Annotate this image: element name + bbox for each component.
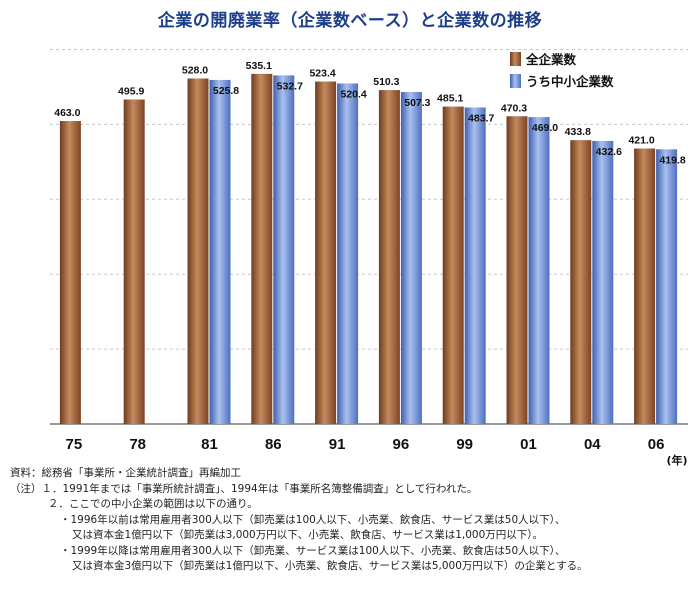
- note-6: 又は資本金3億円以下（卸売業は1億円以下、小売業、飲食店、サービス業は5,000…: [72, 560, 588, 572]
- bar-all: [315, 81, 337, 424]
- x-tick-label: 86: [265, 436, 282, 453]
- data-label: 421.0: [628, 135, 654, 147]
- data-label: 469.0: [532, 122, 558, 134]
- data-label: 483.7: [468, 112, 494, 124]
- data-labels: 463.0 495.9 528.0 525.8 535.1 532.7 523.4 520.4…: [54, 60, 686, 166]
- data-label: 520.4: [340, 88, 366, 100]
- x-tick-label: 91: [329, 436, 346, 453]
- bar-all: [59, 121, 81, 424]
- legend-label: 全企業数: [525, 52, 577, 67]
- bar-sme: [656, 149, 678, 424]
- legend-swatch: [510, 52, 521, 66]
- note-2: ２．ここでの中小企業の範囲は以下の通り。: [48, 498, 258, 510]
- bar-all: [123, 99, 145, 424]
- bar-sme: [273, 75, 295, 425]
- legend-swatch: [510, 74, 521, 88]
- x-axis-unit: (年): [666, 453, 687, 466]
- source-note: 資料：総務省「事業所・企業統計調査」再編加工: [10, 467, 241, 479]
- bar-all: [442, 106, 464, 424]
- note-4: 又は資本金1億円以下（卸売業は3,000万円以下、小売業、飲食店、サービス業は1…: [72, 529, 544, 541]
- data-label: 495.9: [118, 86, 144, 98]
- data-label: 525.8: [213, 85, 239, 97]
- bars: [59, 73, 678, 425]
- data-label: 535.1: [246, 60, 272, 72]
- bar-all: [570, 140, 592, 425]
- x-tick-label: 01: [520, 436, 537, 453]
- data-label: 523.4: [309, 68, 335, 80]
- x-tick-label: 04: [584, 436, 601, 453]
- bar-all: [251, 73, 273, 424]
- x-tick-label: 81: [201, 436, 218, 453]
- data-label: 485.1: [437, 93, 463, 105]
- data-label: 528.0: [182, 65, 208, 77]
- data-label: 433.8: [565, 126, 591, 138]
- x-tick-label: 99: [456, 436, 473, 453]
- data-label: 432.6: [596, 146, 622, 158]
- bar-sme: [528, 117, 550, 424]
- bar-all: [378, 90, 400, 424]
- data-label: 463.0: [54, 107, 80, 119]
- note-3: ・1996年以前は常用雇用者300人以下（卸売業は100人以下、小売業、飲食店、…: [60, 513, 566, 526]
- bar-sme: [337, 83, 359, 425]
- x-tick-label: 75: [66, 436, 83, 453]
- note-1: （注）１．1991年までは「事業所統計調査」、1994年は「事業所名簿整備調査」…: [10, 482, 478, 495]
- x-tick-labels: 75 78 81 86 91 96 99 01 04 06(年): [66, 436, 688, 466]
- bar-all: [634, 148, 656, 424]
- data-label: 532.7: [277, 80, 303, 92]
- x-tick-label: 06: [648, 436, 665, 453]
- data-label: 470.3: [501, 102, 527, 114]
- data-label: 510.3: [373, 76, 399, 88]
- x-tick-label: 96: [393, 436, 410, 453]
- data-label: 507.3: [404, 97, 430, 109]
- note-5: ・1999年以降は常用雇用者300人以下（卸売業、サービス業は100人以下、小売…: [60, 544, 566, 557]
- notes: 資料：総務省「事業所・企業統計調査」再編加工 （注）１．1991年までは「事業所…: [10, 466, 695, 575]
- legend-label: うち中小企業数: [526, 74, 614, 89]
- bar-sme: [209, 79, 231, 424]
- x-tick-label: 78: [129, 436, 146, 453]
- bar-all: [506, 116, 528, 424]
- bar-all: [187, 78, 209, 424]
- bar-sme: [464, 107, 486, 425]
- chart-title: 企業の開廃業率（企業数ベース）と企業数の推移: [157, 11, 543, 31]
- data-label: 419.8: [659, 154, 685, 166]
- bar-sme: [592, 140, 614, 424]
- bar-sme: [400, 92, 422, 424]
- bar-chart: 463.0 495.9 528.0 525.8 535.1 532.7 523.4 520.4…: [50, 48, 688, 466]
